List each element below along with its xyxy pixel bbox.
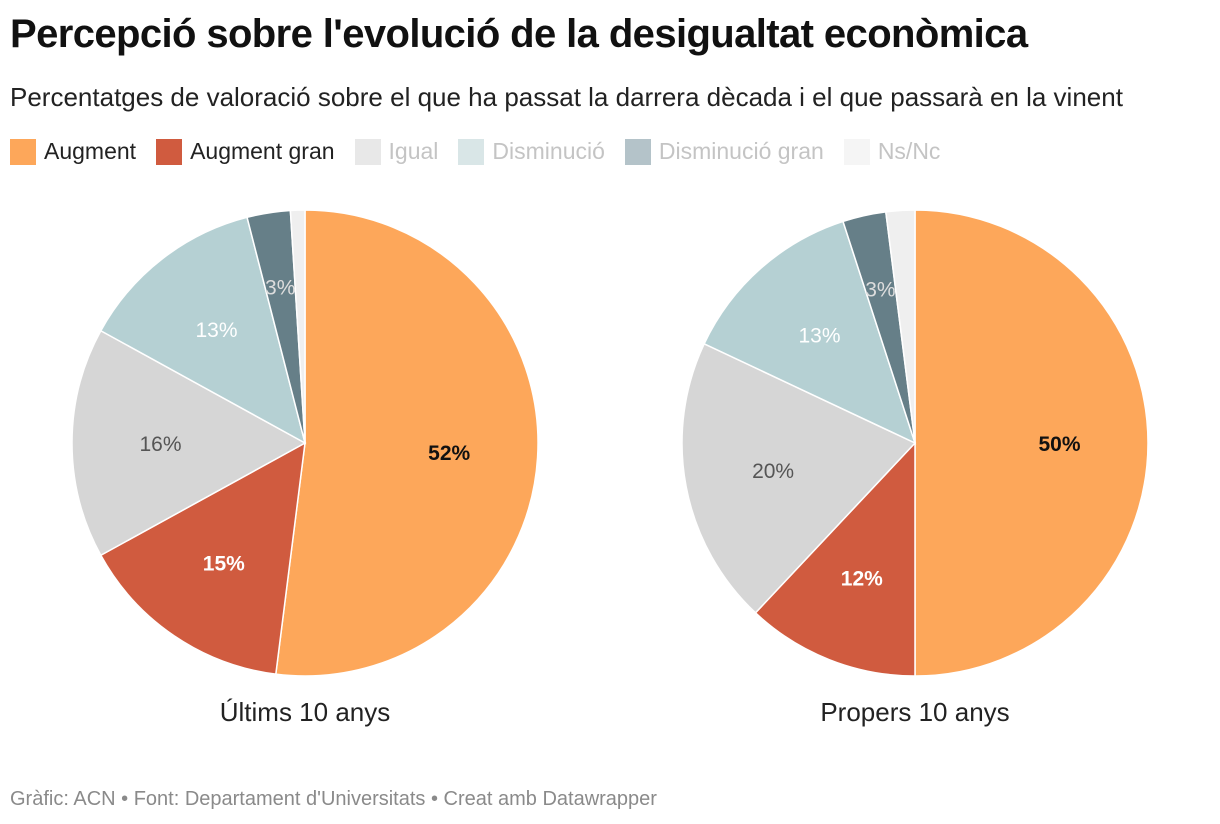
legend-swatch: [624, 138, 651, 165]
footer-credits: Gràfic: ACN • Font: Departament d'Univer…: [10, 788, 657, 810]
pie-data-label-igual: 16%: [139, 433, 181, 456]
pie-data-label-disminucio: 13%: [195, 319, 237, 342]
pie-slice-igual: [681, 342, 917, 614]
legend-item-ns-nc: Ns/Nc: [843, 138, 941, 165]
pie-slice-augment-gran: [754, 441, 916, 677]
pie-title-past: Últims 10 anys: [220, 697, 391, 727]
legend-label: Augment: [44, 138, 137, 164]
pie-slice-ns-nc: [884, 209, 916, 444]
pie-data-label-disminucio-gran: 3%: [865, 278, 895, 301]
legend-swatch: [843, 138, 870, 165]
chart-title: Percepció sobre l'evolució de la desigua…: [10, 12, 1028, 56]
legend-item-igual: Igual: [354, 138, 439, 165]
legend: Augment Augment gran Igual Disminució Di…: [10, 138, 960, 165]
legend-swatch: [156, 138, 183, 165]
pie-charts: 52% 15% 16% 13% 3% Últims 10 anys 50% 12% 20% 1…: [71, 209, 1149, 727]
legend-item-disminucio: Disminució: [458, 138, 605, 165]
legend-swatch: [10, 138, 36, 165]
legend-label: Disminució gran: [658, 138, 824, 164]
pie-data-label-augment: 50%: [1038, 433, 1080, 456]
legend-item-augment: Augment: [10, 138, 136, 165]
pie-data-label-disminucio: 13%: [798, 325, 840, 348]
pie-slice-augment-gran: [99, 441, 306, 675]
pie-slice-augment: [914, 209, 1149, 677]
pie-slice-ns-nc: [289, 209, 306, 444]
pie-chart-past: 52% 15% 16% 13% 3%: [71, 209, 539, 677]
chart-subtitle: Percentatges de valoració sobre el que h…: [10, 82, 1123, 112]
pie-data-label-igual: 20%: [752, 460, 794, 483]
legend-label: Augment gran: [190, 138, 335, 164]
pie-data-label-disminucio-gran: 3%: [265, 277, 295, 300]
legend-label: Disminució: [492, 138, 605, 164]
pie-slice-disminucio: [703, 220, 917, 445]
pie-title-future: Propers 10 anys: [820, 697, 1009, 727]
legend-item-augment-gran: Augment gran: [156, 138, 335, 165]
pie-data-label-augment: 52%: [428, 442, 470, 465]
legend-swatch: [354, 138, 381, 165]
legend-label: Igual: [388, 138, 439, 164]
pie-slice-augment: [274, 209, 539, 677]
pie-slice-igual: [71, 329, 307, 557]
pie-chart-future: 50% 12% 20% 13% 3%: [681, 209, 1149, 677]
pie-slice-disminucio: [99, 216, 307, 445]
pie-data-label-augment-gran: 12%: [841, 567, 883, 590]
pie-data-label-augment-gran: 15%: [203, 553, 245, 576]
legend-label: Ns/Nc: [877, 138, 941, 164]
legend-swatch: [458, 138, 485, 165]
legend-item-disminucio-gran: Disminució gran: [624, 138, 824, 165]
